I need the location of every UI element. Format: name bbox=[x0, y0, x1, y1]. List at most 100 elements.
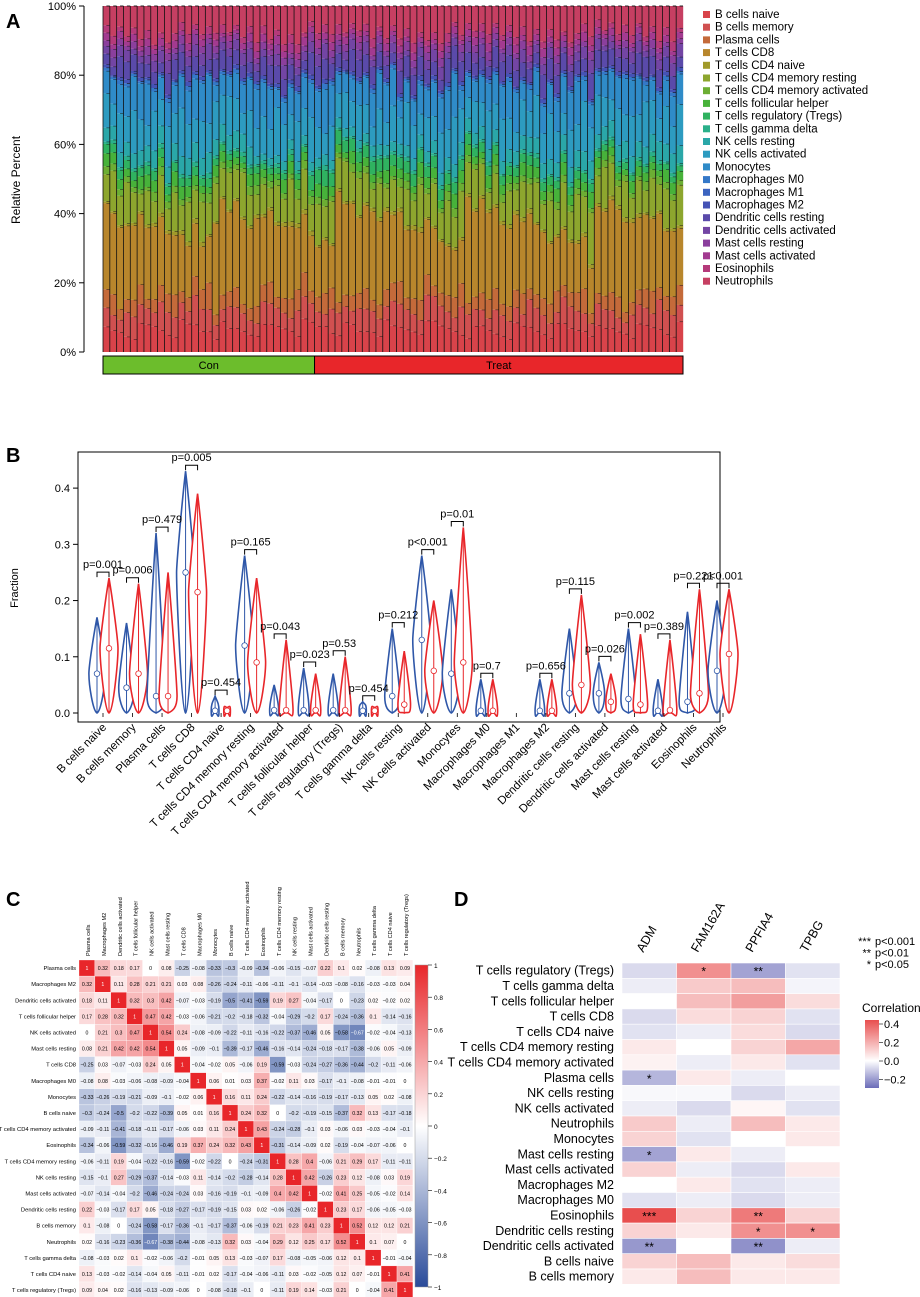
panel-a-segment bbox=[580, 288, 588, 314]
panel-c-cell-value: −0.04 bbox=[271, 1014, 284, 1020]
panel-a-segment bbox=[655, 91, 663, 94]
panel-a-segment bbox=[300, 135, 308, 145]
panel-a-segment bbox=[560, 52, 568, 71]
panel-a-segment bbox=[676, 104, 684, 146]
panel-a-segment bbox=[567, 306, 575, 329]
panel-a-segment bbox=[628, 6, 636, 36]
panel-a-segment bbox=[362, 31, 370, 36]
panel-c-cell-value: 0.11 bbox=[114, 982, 124, 988]
panel-c-cell-value: 0.37 bbox=[257, 1079, 267, 1085]
panel-a-segment bbox=[219, 309, 227, 322]
panel-a-segment bbox=[655, 210, 663, 214]
panel-c-cell-value: −0.09 bbox=[144, 1095, 157, 1101]
panel-a-segment bbox=[430, 153, 438, 156]
panel-a-segment bbox=[451, 37, 459, 46]
panel-a-segment bbox=[594, 134, 602, 149]
panel-a-sample-bar bbox=[593, 5, 602, 352]
panel-b-violin-con-median bbox=[270, 706, 278, 714]
panel-c-cell-value: 0.04 bbox=[400, 982, 410, 988]
panel-a-segment bbox=[369, 161, 377, 175]
panel-a-segment bbox=[601, 71, 609, 75]
panel-a-segment bbox=[560, 47, 568, 53]
panel-a-sample-bar bbox=[634, 5, 643, 352]
panel-a-segment bbox=[621, 312, 629, 323]
panel-c-cell-value: 0.32 bbox=[82, 982, 92, 988]
panel-b-violin-con-median bbox=[300, 706, 307, 714]
panel-a-sample-bar bbox=[600, 5, 609, 352]
panel-a-segment bbox=[266, 324, 274, 352]
panel-a-segment bbox=[314, 91, 322, 128]
panel-c-cell-value: −0.67 bbox=[351, 1030, 364, 1036]
panel-b-violin-con-median bbox=[536, 707, 544, 714]
panel-a-segment bbox=[451, 68, 459, 71]
panel-a-segment bbox=[416, 149, 424, 163]
panel-a-segment bbox=[478, 76, 486, 103]
panel-a-segment bbox=[225, 209, 233, 212]
panel-a-segment bbox=[464, 144, 472, 156]
panel-a-segment bbox=[655, 176, 663, 185]
panel-a-segment bbox=[116, 84, 124, 114]
panel-a-segment bbox=[382, 84, 390, 123]
panel-a-legend-label: Plasma cells bbox=[715, 34, 780, 46]
panel-a-segment bbox=[341, 152, 349, 158]
panel-a-segment bbox=[184, 124, 192, 158]
panel-c-cell-value: −0.06 bbox=[398, 1063, 411, 1069]
panel-a-segment bbox=[137, 119, 145, 151]
panel-a-segment bbox=[655, 163, 663, 171]
panel-a-segment bbox=[457, 237, 465, 241]
panel-a-segment bbox=[375, 221, 383, 305]
panel-c-cell-value: 0.19 bbox=[400, 1175, 410, 1181]
panel-a-segment bbox=[355, 49, 363, 60]
panel-a-segment bbox=[628, 116, 636, 157]
panel-a-segment bbox=[225, 172, 233, 210]
panel-a-segment bbox=[280, 79, 288, 96]
panel-a-segment bbox=[369, 174, 377, 183]
panel-a-segment bbox=[362, 166, 370, 173]
panel-c-cell-value: 0.1 bbox=[370, 1014, 377, 1020]
panel-a-segment bbox=[464, 314, 472, 339]
panel-a-segment bbox=[375, 336, 383, 352]
panel-a-segment bbox=[430, 228, 438, 286]
panel-a-segment bbox=[341, 6, 349, 33]
panel-a-segment bbox=[123, 45, 131, 50]
panel-a-segment bbox=[130, 73, 138, 77]
panel-a-segment bbox=[232, 287, 240, 308]
panel-a-segment bbox=[184, 175, 192, 178]
panel-a-segment bbox=[532, 67, 540, 72]
panel-a-legend-swatch bbox=[703, 214, 710, 222]
panel-a-segment bbox=[171, 85, 179, 114]
panel-a-segment bbox=[259, 116, 267, 154]
panel-b-label: B bbox=[6, 445, 20, 467]
panel-a-label: A bbox=[6, 11, 20, 33]
panel-a-segment bbox=[498, 303, 506, 316]
panel-a-segment bbox=[341, 69, 349, 72]
panel-b-violin-con-median bbox=[329, 706, 337, 714]
panel-a-segment bbox=[314, 166, 322, 170]
panel-a-segment bbox=[553, 55, 561, 64]
panel-a-segment bbox=[491, 27, 499, 34]
panel-a-segment bbox=[423, 274, 431, 295]
panel-a-segment bbox=[157, 99, 165, 126]
panel-b-violin-treat-median bbox=[312, 706, 319, 714]
panel-a-segment bbox=[587, 313, 595, 324]
panel-c-cell-value: 0.23 bbox=[320, 1224, 330, 1230]
panel-c-cell-value: −0.37 bbox=[144, 1175, 157, 1181]
panel-a-segment bbox=[471, 211, 479, 297]
panel-a-segment bbox=[457, 155, 465, 160]
panel-a-segment bbox=[143, 77, 151, 80]
panel-a-segment bbox=[321, 170, 329, 187]
panel-a-segment bbox=[423, 83, 431, 87]
panel-a-segment bbox=[635, 52, 643, 74]
panel-a-segment bbox=[239, 65, 247, 79]
panel-a-segment bbox=[614, 172, 622, 180]
panel-a-legend-swatch bbox=[703, 265, 710, 272]
panel-a-segment bbox=[498, 184, 506, 195]
panel-a-sample-bar bbox=[505, 5, 513, 352]
panel-a-segment bbox=[532, 95, 540, 138]
panel-c-cell-value: −0.1 bbox=[98, 1175, 108, 1181]
panel-a-segment bbox=[519, 162, 527, 176]
panel-b-violin-treat-median bbox=[253, 659, 260, 666]
panel-a-segment bbox=[150, 299, 158, 313]
panel-a-segment bbox=[137, 304, 145, 324]
panel-c-cell-value: −0.36 bbox=[351, 1014, 364, 1020]
